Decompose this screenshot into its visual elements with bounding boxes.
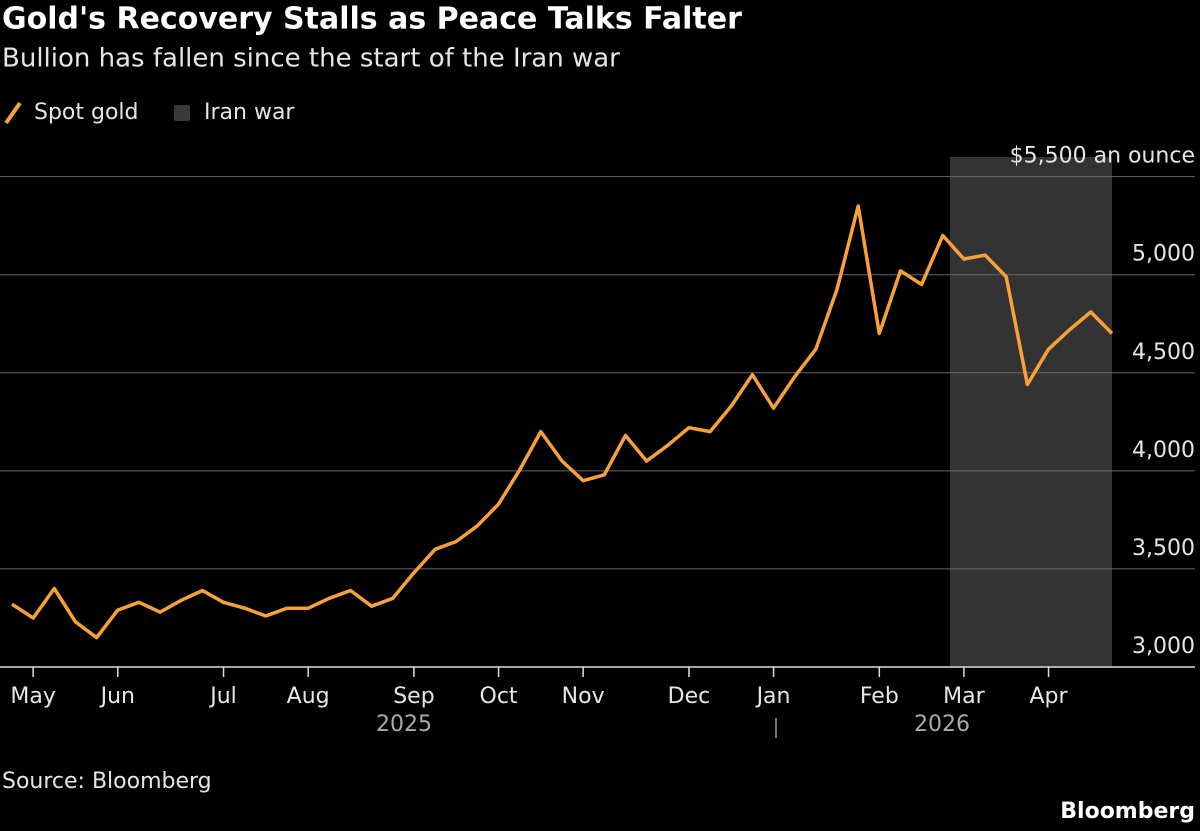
x-tick-label: Jan bbox=[755, 684, 791, 709]
x-tick-label: Dec bbox=[668, 684, 711, 709]
price-line bbox=[11, 204, 1114, 640]
x-tick-label: Sep bbox=[393, 684, 434, 709]
chart-subtitle: Bullion has fallen since the start of th… bbox=[2, 44, 620, 74]
y-tick-label: 3,500 bbox=[1132, 536, 1195, 561]
legend-swatch bbox=[4, 101, 22, 125]
x-tick-label: Feb bbox=[860, 684, 899, 709]
x-tick-label: Jul bbox=[208, 684, 237, 709]
y-tick-label: 4,500 bbox=[1132, 340, 1195, 365]
brand-logo: Bloomberg bbox=[1060, 799, 1195, 824]
legend-label: Iran war bbox=[204, 100, 295, 125]
chart-title: Gold's Recovery Stalls as Peace Talks Fa… bbox=[2, 2, 742, 37]
year-label: 2026 bbox=[914, 712, 970, 737]
x-tick-label: Apr bbox=[1030, 684, 1069, 709]
y-tick-label: $5,500 an ounce bbox=[1010, 144, 1195, 169]
year-label: 2025 bbox=[376, 712, 432, 737]
x-tick-label: Jun bbox=[99, 684, 135, 709]
source-note: Source: Bloomberg bbox=[2, 769, 212, 794]
shaded-region bbox=[949, 157, 1112, 667]
y-tick-label: 4,000 bbox=[1132, 438, 1195, 463]
legend-swatch bbox=[174, 105, 190, 121]
x-tick-label: Nov bbox=[562, 684, 605, 709]
y-tick-label: 5,000 bbox=[1132, 242, 1195, 267]
x-tick-label: Aug bbox=[287, 684, 330, 709]
x-tick-label: May bbox=[10, 684, 55, 709]
x-tick-label: Oct bbox=[480, 684, 518, 709]
legend-label: Spot gold bbox=[34, 100, 139, 125]
x-tick-label: Mar bbox=[943, 684, 985, 709]
y-tick-label: 3,000 bbox=[1132, 634, 1195, 659]
